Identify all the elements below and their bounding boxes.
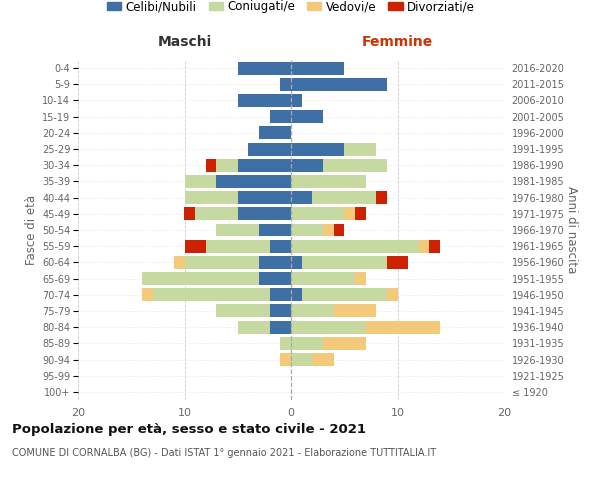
Bar: [259, 224, 291, 236]
Bar: [280, 337, 291, 350]
Bar: [291, 175, 365, 188]
Bar: [291, 304, 334, 318]
Bar: [387, 256, 408, 269]
Bar: [344, 208, 355, 220]
Bar: [376, 191, 387, 204]
Bar: [291, 159, 323, 172]
Bar: [195, 208, 238, 220]
Legend: Celibi/Nubili, Coniugati/e, Vedovi/e, Divorziati/e: Celibi/Nubili, Coniugati/e, Vedovi/e, Di…: [107, 0, 475, 14]
Bar: [291, 256, 302, 269]
Bar: [291, 110, 323, 123]
Bar: [355, 272, 365, 285]
Bar: [291, 240, 419, 252]
Text: Maschi: Maschi: [157, 34, 212, 48]
Bar: [291, 353, 313, 366]
Bar: [334, 224, 344, 236]
Bar: [344, 142, 376, 156]
Bar: [302, 256, 387, 269]
Bar: [323, 224, 334, 236]
Bar: [259, 256, 291, 269]
Bar: [291, 142, 344, 156]
Bar: [270, 304, 291, 318]
Bar: [291, 288, 302, 301]
Bar: [280, 353, 291, 366]
Bar: [291, 337, 323, 350]
Bar: [238, 94, 291, 107]
Bar: [238, 208, 291, 220]
Bar: [259, 272, 291, 285]
Bar: [323, 159, 387, 172]
Bar: [185, 256, 259, 269]
Bar: [313, 353, 334, 366]
Text: COMUNE DI CORNALBA (BG) - Dati ISTAT 1° gennaio 2021 - Elaborazione TUTTITALIA.I: COMUNE DI CORNALBA (BG) - Dati ISTAT 1° …: [12, 448, 436, 458]
Bar: [302, 288, 387, 301]
Bar: [185, 191, 238, 204]
Bar: [280, 78, 291, 91]
Bar: [291, 62, 344, 74]
Bar: [217, 159, 238, 172]
Bar: [291, 208, 344, 220]
Bar: [291, 94, 302, 107]
Bar: [270, 288, 291, 301]
Bar: [142, 288, 152, 301]
Bar: [217, 304, 270, 318]
Bar: [206, 240, 270, 252]
Bar: [365, 320, 440, 334]
Bar: [238, 159, 291, 172]
Bar: [185, 240, 206, 252]
Bar: [291, 191, 313, 204]
Bar: [334, 304, 376, 318]
Bar: [206, 159, 217, 172]
Text: Femmine: Femmine: [362, 34, 433, 48]
Bar: [313, 191, 376, 204]
Bar: [174, 256, 185, 269]
Bar: [291, 320, 365, 334]
Bar: [152, 288, 270, 301]
Bar: [142, 272, 259, 285]
Bar: [355, 208, 365, 220]
Bar: [291, 224, 323, 236]
Bar: [185, 208, 195, 220]
Bar: [291, 272, 355, 285]
Bar: [430, 240, 440, 252]
Bar: [217, 224, 259, 236]
Bar: [323, 337, 365, 350]
Bar: [387, 288, 398, 301]
Bar: [185, 175, 217, 188]
Bar: [270, 240, 291, 252]
Bar: [270, 320, 291, 334]
Bar: [419, 240, 430, 252]
Text: Popolazione per età, sesso e stato civile - 2021: Popolazione per età, sesso e stato civil…: [12, 422, 366, 436]
Bar: [238, 62, 291, 74]
Y-axis label: Fasce di età: Fasce di età: [25, 195, 38, 265]
Bar: [259, 126, 291, 140]
Bar: [238, 320, 270, 334]
Bar: [248, 142, 291, 156]
Bar: [270, 110, 291, 123]
Bar: [238, 191, 291, 204]
Y-axis label: Anni di nascita: Anni di nascita: [565, 186, 578, 274]
Bar: [217, 175, 291, 188]
Bar: [291, 78, 387, 91]
